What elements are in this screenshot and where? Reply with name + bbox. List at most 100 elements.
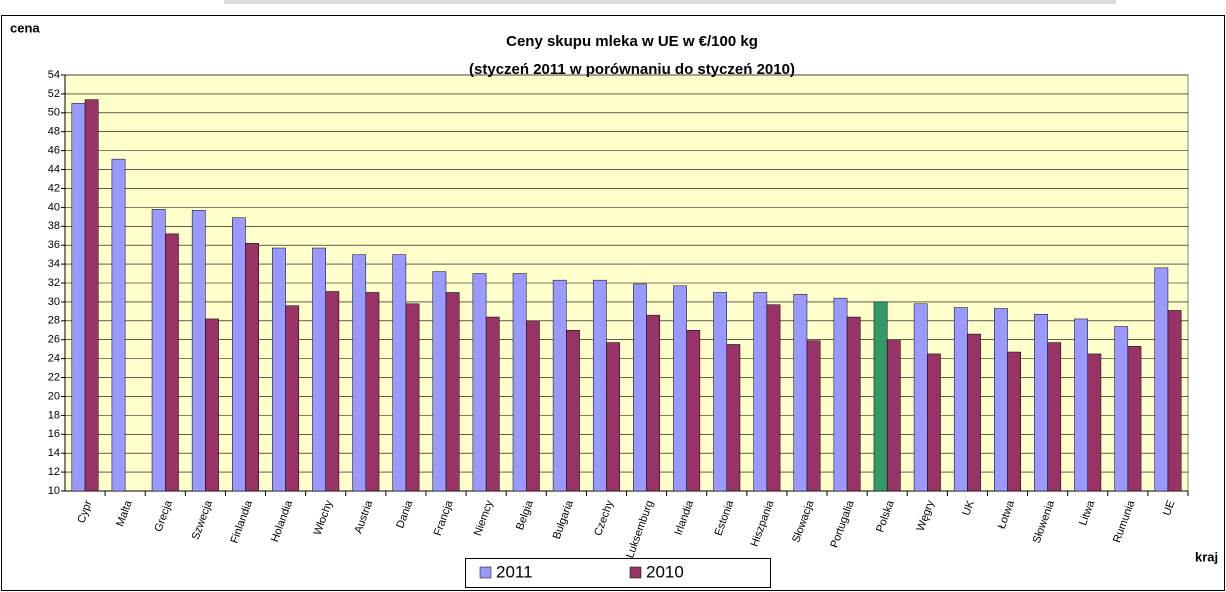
y-tick-label: 50 [48, 107, 60, 119]
bar [312, 247, 326, 492]
bar [405, 303, 420, 492]
bar [71, 103, 86, 492]
x-tick-label: Niemcy [472, 498, 496, 537]
x-tick-label: Dania [394, 498, 415, 530]
x-tick-label: Czechy [592, 498, 616, 537]
bar [552, 279, 567, 492]
bar [1007, 351, 1022, 492]
y-tick-label: 26 [48, 334, 60, 346]
bar [753, 292, 768, 492]
x-tick-label: Szwecja [190, 498, 216, 541]
bar [1047, 342, 1062, 492]
bar [686, 330, 701, 492]
x-tick-label: Litwa [1077, 498, 1097, 527]
bar [606, 342, 620, 492]
chart-subtitle: (styczeń 2011 w porównaniu do styczeń 20… [469, 61, 795, 78]
chart-title: Ceny skupu mleka w UE w €/100 kg [506, 33, 758, 50]
x-tick-label: Grecja [152, 498, 175, 533]
bar [726, 344, 741, 492]
x-tick-label: Estonia [712, 498, 736, 537]
bar [967, 333, 981, 492]
x-tick-label: Słowenia [1031, 498, 1058, 545]
y-tick-label: 12 [48, 466, 60, 478]
legend [465, 558, 771, 588]
bar [994, 308, 1008, 492]
bar [84, 99, 99, 492]
bar [1114, 326, 1129, 492]
y-tick-label: 18 [48, 409, 60, 421]
y-tick-label: 10 [48, 485, 60, 497]
bar [485, 316, 500, 492]
y-tick-label: 54 [48, 69, 60, 81]
x-tick-label: Portugalia [828, 498, 857, 549]
bar [913, 303, 928, 492]
x-tick-label: Włochy [312, 498, 336, 536]
top-strip [224, 0, 1116, 4]
bar [1074, 318, 1088, 492]
y-tick-label: 42 [48, 182, 60, 194]
bar [165, 233, 179, 492]
y-tick-label: 16 [48, 428, 60, 440]
y-tick-label: 30 [48, 296, 60, 308]
frame [1, 15, 1225, 591]
bar [325, 291, 340, 492]
legend-swatch [479, 566, 492, 579]
y-tick-label: 40 [48, 201, 60, 213]
bar [432, 271, 447, 492]
x-axis-title: kraj [1195, 549, 1218, 564]
bar [285, 305, 300, 492]
x-tick-label: Austria [352, 498, 375, 535]
bar [352, 254, 367, 492]
bar [886, 339, 901, 492]
bar [512, 273, 527, 492]
bar [231, 217, 246, 492]
x-tick-label: Polska [874, 498, 897, 534]
bar [833, 297, 848, 492]
y-axis-title: cena [10, 20, 40, 35]
legend-label: 2011 [496, 562, 533, 581]
bar [111, 158, 126, 492]
legend-label: 2010 [646, 562, 684, 581]
x-tick-label: Słowacja [790, 498, 817, 544]
x-tick-label: Finlandia [228, 498, 255, 545]
bar [566, 330, 580, 492]
x-tick-label: Rumunia [1111, 498, 1138, 544]
bar [633, 283, 647, 492]
bar [1127, 346, 1142, 492]
y-tick-label: 32 [48, 277, 60, 289]
x-tick-label: Cypr [75, 499, 94, 525]
y-tick-label: 34 [48, 258, 60, 270]
bar [205, 318, 219, 492]
x-tick-label: UE [1161, 499, 1178, 517]
y-tick-label: 38 [48, 220, 60, 232]
y-tick-label: 20 [48, 390, 60, 402]
bar [873, 301, 888, 492]
y-tick-label: 46 [48, 145, 60, 157]
bar [392, 254, 407, 492]
bar [646, 314, 661, 492]
y-tick-label: 28 [48, 315, 60, 327]
y-tick-label: 14 [48, 447, 60, 459]
x-tick-label: Holandia [269, 498, 295, 544]
bar [1087, 353, 1102, 492]
y-tick-label: 48 [48, 126, 60, 138]
bar [525, 320, 540, 492]
bar [846, 316, 861, 492]
bar [191, 209, 206, 492]
x-tick-label: Luksemburg [624, 499, 656, 560]
bar [445, 292, 460, 492]
bar [365, 292, 380, 492]
x-tick-label: Malta [114, 498, 135, 528]
legend-swatch [629, 566, 642, 579]
bar [713, 292, 728, 492]
bar [953, 307, 968, 492]
bar [472, 273, 487, 492]
bar [1167, 310, 1182, 492]
bar [245, 243, 259, 492]
bar [766, 304, 781, 492]
x-tick-label: Hiszpania [749, 498, 777, 548]
x-tick-label: Belgia [514, 498, 536, 532]
x-tick-label: Francja [432, 498, 456, 537]
x-tick-label: Bułgaria [551, 498, 576, 541]
